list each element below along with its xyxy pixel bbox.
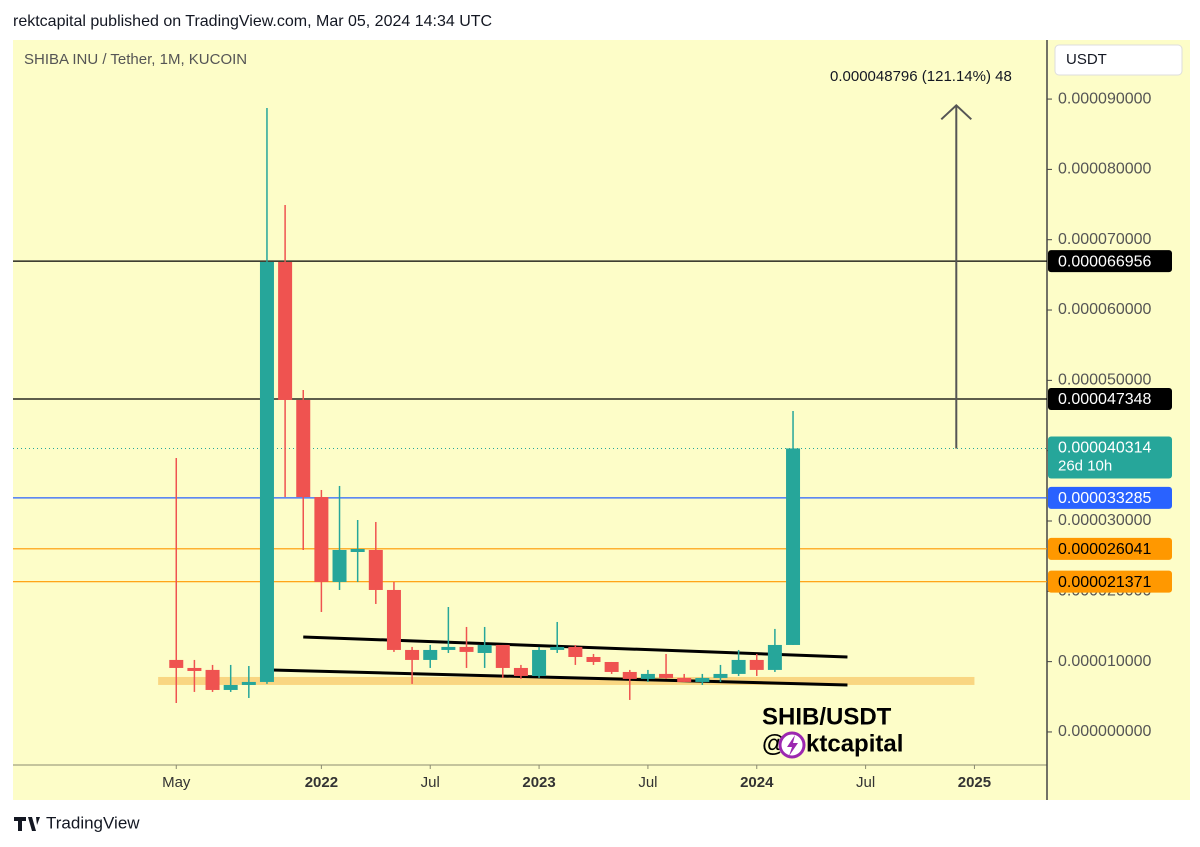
x-tick-label: Jul xyxy=(856,774,875,791)
candle-body xyxy=(532,649,547,676)
candle-body xyxy=(441,646,456,650)
x-tick-label: 2025 xyxy=(958,774,991,791)
y-tick-label: 0.000010000 xyxy=(1058,653,1152,670)
price-badge-label: 0.000066956 xyxy=(1058,253,1152,270)
current-price-badge xyxy=(1048,436,1172,479)
candle-body xyxy=(259,262,274,682)
candle-body xyxy=(278,262,293,400)
y-tick-label: 0.000050000 xyxy=(1058,372,1152,389)
candle-body xyxy=(640,673,655,679)
x-tick-label: Jul xyxy=(421,774,440,791)
x-tick-label: 2023 xyxy=(522,774,555,791)
y-tick-label: 0.000000000 xyxy=(1058,723,1152,740)
measure-label: 0.000048796 (121.14%) 48 xyxy=(830,68,1012,85)
candle-body xyxy=(187,667,202,671)
price-badge xyxy=(1048,486,1172,509)
candle-body xyxy=(550,646,565,650)
axes: 0.0000000000.0000100000.0000200000.00003… xyxy=(162,90,1172,791)
current-price-label: 0.000040314 xyxy=(1058,440,1152,457)
candle-body xyxy=(731,659,746,674)
support-band xyxy=(158,676,975,685)
countdown-label: 26d 10h xyxy=(1058,457,1112,474)
watermark-bolt xyxy=(787,735,798,756)
x-tick-label: 2022 xyxy=(305,774,338,791)
candle-body xyxy=(786,448,801,645)
candle-body xyxy=(749,659,764,670)
candle-body xyxy=(459,646,474,652)
candle-body xyxy=(205,669,220,690)
y-tick-label: 0.000030000 xyxy=(1058,512,1152,529)
candle-body xyxy=(332,549,347,582)
chart-area xyxy=(13,40,1190,800)
candle-body xyxy=(495,644,510,668)
price-badge xyxy=(1048,387,1172,410)
brand: TradingView xyxy=(46,813,140,832)
candle-body xyxy=(713,673,728,678)
x-tick-label: Jul xyxy=(638,774,657,791)
candle-body xyxy=(314,497,329,582)
price-badge-label: 0.000047348 xyxy=(1058,391,1152,408)
candle-body xyxy=(695,677,710,682)
candle-body xyxy=(386,589,401,650)
price-badge xyxy=(1048,537,1172,560)
y-tick-label: 0.000090000 xyxy=(1058,90,1152,107)
candle-body xyxy=(405,649,420,660)
candle-body xyxy=(477,644,492,653)
price-badge-label: 0.000026041 xyxy=(1058,541,1152,558)
candle-body xyxy=(223,684,238,690)
y-tick-label: 0.000060000 xyxy=(1058,301,1152,318)
y-tick-label: 0.000070000 xyxy=(1058,231,1152,248)
candle-body xyxy=(169,659,184,668)
candle-body xyxy=(677,677,692,682)
plot: 0.000048796 (121.14%) 48 xyxy=(13,68,1047,703)
candle-body xyxy=(350,548,365,553)
currency-box[interactable] xyxy=(1054,44,1183,76)
price-badge-label: 0.000033285 xyxy=(1058,490,1152,507)
chart-title: SHIBA INU / Tether, 1M, KUCOIN xyxy=(24,51,247,68)
candle-body xyxy=(604,661,619,672)
price-badge-label: 0.000021371 xyxy=(1058,574,1152,591)
currency: USDT xyxy=(1066,51,1107,68)
candle-body xyxy=(622,671,637,679)
candle-body xyxy=(423,649,438,660)
candle-body xyxy=(513,667,528,676)
brand-logo xyxy=(14,817,40,831)
price-badge xyxy=(1048,570,1172,593)
candle-body xyxy=(568,646,583,657)
x-tick-label: May xyxy=(162,774,191,791)
watermark-handle: ktcapital xyxy=(806,730,903,757)
x-tick-label: 2024 xyxy=(740,774,774,791)
candle-body xyxy=(368,549,383,590)
y-tick-label: 0.000080000 xyxy=(1058,161,1152,178)
candle-body xyxy=(659,673,674,678)
watermark-pair: SHIB/USDT xyxy=(762,703,892,730)
watermark-at: @ xyxy=(762,730,785,757)
header: rektcapital published on TradingView.com… xyxy=(13,13,492,30)
candle-body xyxy=(296,399,311,498)
candle-body xyxy=(586,656,601,662)
candle-body xyxy=(241,681,256,685)
measure-arrowhead xyxy=(940,103,972,121)
trendline xyxy=(266,668,848,687)
price-badge xyxy=(1048,250,1172,273)
candle-body xyxy=(767,644,782,670)
